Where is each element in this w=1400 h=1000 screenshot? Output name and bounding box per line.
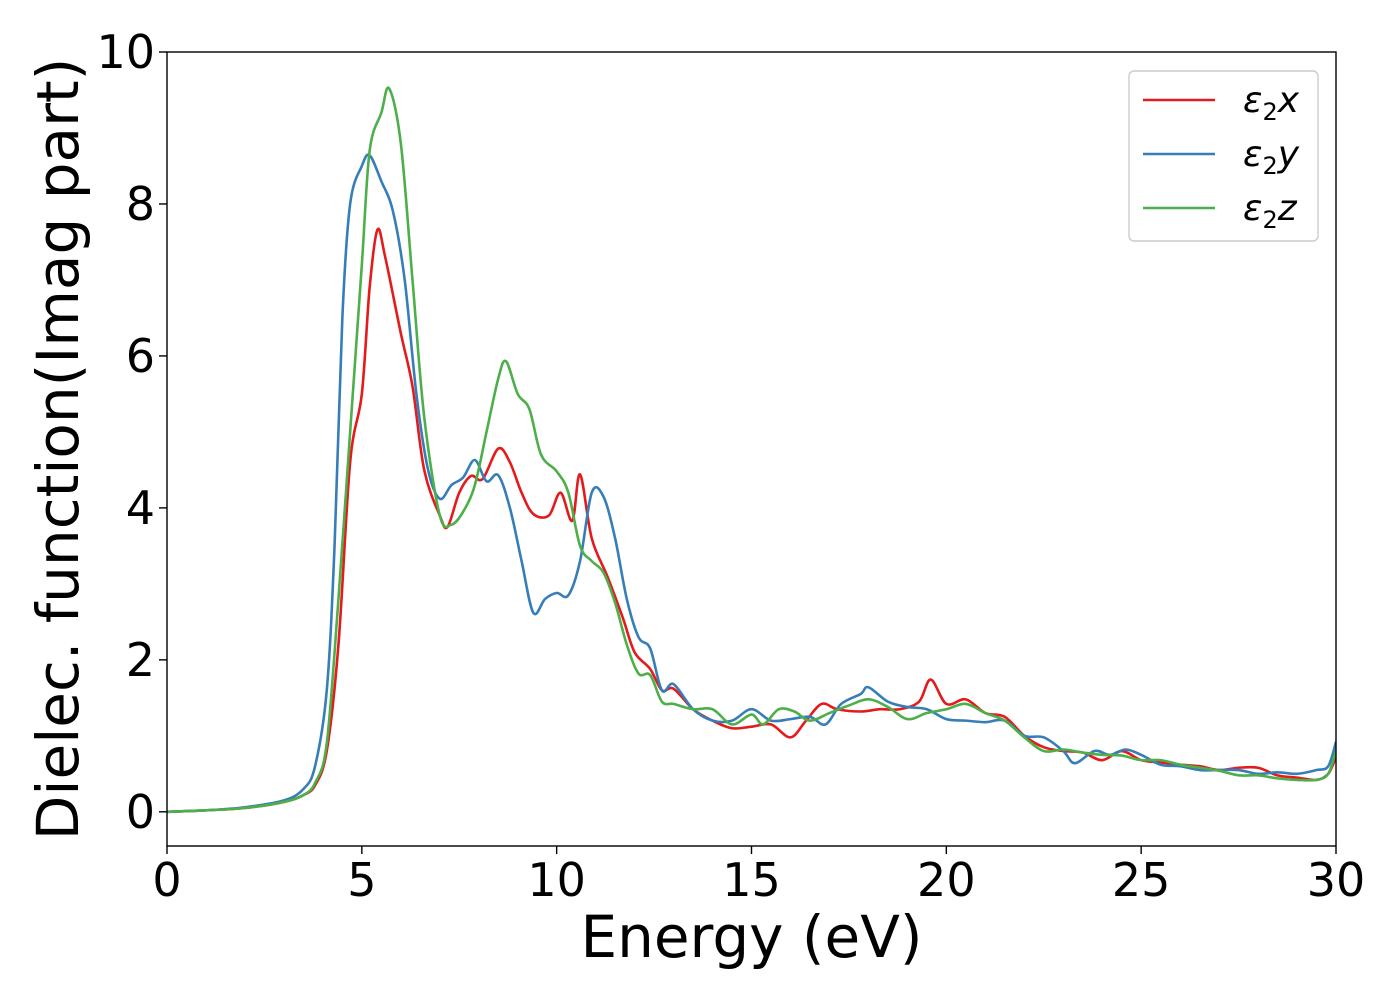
legend-box [1128, 70, 1319, 242]
x-tick-label: 5 [347, 853, 376, 907]
x-tick-label: 20 [917, 853, 976, 907]
x-tick-label: 0 [152, 853, 181, 907]
x-tick-label: 10 [527, 853, 586, 907]
x-tick-label: 30 [1307, 853, 1366, 907]
y-axis: 0 2 4 6 8 10 [96, 25, 167, 839]
y-axis-title: Dielec. function(Imag part) [24, 58, 92, 841]
legend-label-y: ε2y [1243, 134, 1300, 180]
x-tick-label: 15 [722, 853, 781, 907]
y-tick-label: 0 [126, 785, 155, 839]
series-layer [167, 86, 1336, 814]
series-line-z [167, 86, 1336, 814]
x-axis: 0 5 10 15 20 25 30 [152, 846, 1365, 907]
y-tick-label: 4 [126, 481, 155, 535]
x-axis-title: Energy (eV) [580, 903, 922, 971]
legend: ε2x ε2y ε2z [1128, 70, 1319, 242]
x-tick-label: 25 [1112, 853, 1171, 907]
y-tick-label: 10 [96, 25, 155, 79]
y-tick-label: 6 [126, 329, 155, 383]
legend-label-x: ε2x [1243, 80, 1300, 126]
y-tick-label: 8 [126, 177, 155, 231]
legend-label-z: ε2z [1243, 188, 1298, 234]
y-tick-label: 2 [126, 633, 155, 687]
